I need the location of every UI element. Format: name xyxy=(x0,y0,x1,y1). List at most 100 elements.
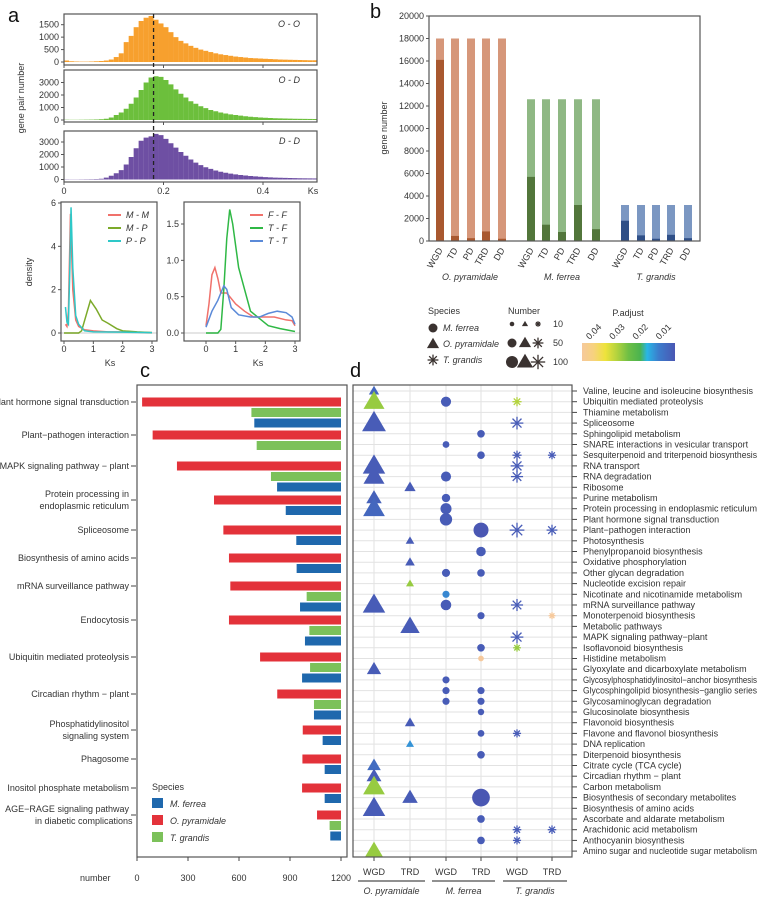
legend-label: M - M xyxy=(126,210,149,220)
bar-Opyramidale xyxy=(277,689,341,699)
enrichment-mark-triangle xyxy=(405,536,415,544)
enrichment-mark-triangle xyxy=(363,497,385,517)
enrichment-mark-circle xyxy=(441,568,451,577)
histogram-bar xyxy=(287,59,293,63)
enrichment-mark-triangle xyxy=(362,593,386,613)
c-frame xyxy=(136,384,348,858)
enrichment-mark-circle xyxy=(473,522,489,538)
category-label-line: Protein processing in xyxy=(45,489,129,499)
legend-species-label: O. pyramidale xyxy=(443,339,499,349)
histogram-bar xyxy=(287,118,293,120)
category-label-line: AGE−RAGE signaling pathway xyxy=(5,804,129,814)
bar-Opyramidale xyxy=(152,430,341,440)
histogram-bar xyxy=(258,58,264,63)
histogram-bar xyxy=(128,35,134,63)
histogram-bar xyxy=(272,118,278,120)
pathway-label: Glucosinolate biosynthesis xyxy=(583,707,690,717)
enrichment-mark-asterisk xyxy=(547,451,557,460)
x-tick-label: 1 xyxy=(91,344,96,354)
bar-subset xyxy=(574,205,582,241)
histogram-bar xyxy=(153,76,159,120)
enrichment-mark-asterisk xyxy=(512,729,522,738)
enrichment-mark-circle xyxy=(477,569,485,577)
bar-subset xyxy=(498,238,506,241)
category-label: Phagosome xyxy=(81,754,129,764)
bar-subset xyxy=(558,232,566,241)
histogram-bar xyxy=(148,77,154,120)
histogram-bar xyxy=(138,20,144,63)
bar-subset xyxy=(467,238,475,241)
y-tick-label: 1000 xyxy=(39,32,59,42)
enrichment-mark-circle xyxy=(477,750,485,759)
histogram-bar xyxy=(158,23,164,63)
asterisk-arm xyxy=(512,600,522,610)
pathway-label: Sesquiterpenoid and triterpenoid biosynt… xyxy=(583,450,757,460)
pathway-label: Monoterpenoid biosynthesis xyxy=(583,611,696,621)
species-label: T. grandis xyxy=(515,886,555,896)
histogram-bar xyxy=(302,178,308,180)
histogram-bar xyxy=(198,106,204,120)
enrichment-mark-circle xyxy=(477,697,485,705)
histogram-1 xyxy=(64,76,317,120)
histogram-bar xyxy=(297,118,303,120)
species-label: O. pyramidale xyxy=(442,272,498,282)
enrichment-mark-triangle xyxy=(363,465,385,484)
pathway-label: Histidine metabolism xyxy=(583,654,666,664)
pathway-label: Amino sugar and nucleotide sugar metabol… xyxy=(583,846,757,856)
pathway-label: mRNA surveillance pathway xyxy=(583,600,696,610)
legend-size-asterisk xyxy=(530,354,546,370)
enrichment-mark-circle xyxy=(477,836,485,845)
category-label-line: Ubiquitin mediated proteolysis xyxy=(9,652,130,662)
asterisk-arm xyxy=(512,632,522,643)
histogram-bar xyxy=(312,60,317,63)
enrichment-mark-triangle xyxy=(363,390,385,409)
histogram-bar xyxy=(307,178,313,180)
bar-total xyxy=(482,38,490,241)
histogram-bar xyxy=(263,117,268,120)
legend-size-triangle xyxy=(521,320,529,327)
legend-size-circle xyxy=(506,356,518,368)
histogram-bar xyxy=(138,90,144,120)
x-tick-label: 900 xyxy=(282,873,297,883)
legend-shape-circle xyxy=(428,323,438,333)
histogram-bar xyxy=(113,115,119,120)
category-label-line: mRNA surveillance pathway xyxy=(17,581,130,591)
category-label: Plant−pathogen interaction xyxy=(22,430,129,440)
category-label-line: Endocytosis xyxy=(80,615,129,625)
histogram-bar xyxy=(287,178,293,180)
histogram-bar xyxy=(173,89,179,120)
y-tick-label: 4 xyxy=(51,241,56,251)
histogram-bar xyxy=(302,118,308,120)
histogram-bar xyxy=(208,168,214,180)
category-label: MAPK signaling pathway − plant xyxy=(0,461,129,471)
enrichment-mark-circle xyxy=(442,590,450,598)
enrichment-mark-circle xyxy=(440,599,452,611)
pathway-label: Nicotinate and nicotinamide metabolism xyxy=(583,589,742,599)
histogram-bar xyxy=(312,178,317,180)
y-tick-label: 2000 xyxy=(39,150,59,160)
legend-size-asterisk xyxy=(532,337,544,349)
histogram-bar xyxy=(178,93,184,120)
bar-Mferrea xyxy=(324,794,341,803)
histogram-bar xyxy=(248,176,254,180)
pathway-label: Thiamine metabolism xyxy=(583,407,669,417)
density-line-F-F xyxy=(205,265,296,327)
y-tick-label: 3000 xyxy=(39,78,59,88)
histogram-bar xyxy=(213,53,219,63)
pathway-label: Phenylpropanoid biosynthesis xyxy=(583,547,703,557)
y-tick-label: 1000 xyxy=(39,162,59,172)
legend-number-label: 50 xyxy=(553,338,563,348)
legend-swatch xyxy=(152,832,163,842)
bar-total xyxy=(527,99,535,241)
legend-label: P - P xyxy=(126,236,146,246)
c-xlabel: number xyxy=(80,873,111,883)
category-label-line: Biosynthesis of amino acids xyxy=(18,553,130,563)
x-tick-label: 2 xyxy=(263,344,268,354)
histogram-bar xyxy=(178,40,184,63)
category-label: Protein processing in endoplasmic reticul… xyxy=(39,489,129,511)
legend-size-circle xyxy=(507,338,517,348)
y-tick-label: 14000 xyxy=(399,79,424,89)
histogram-bar xyxy=(64,60,69,63)
bar-Mferrea xyxy=(324,765,341,774)
